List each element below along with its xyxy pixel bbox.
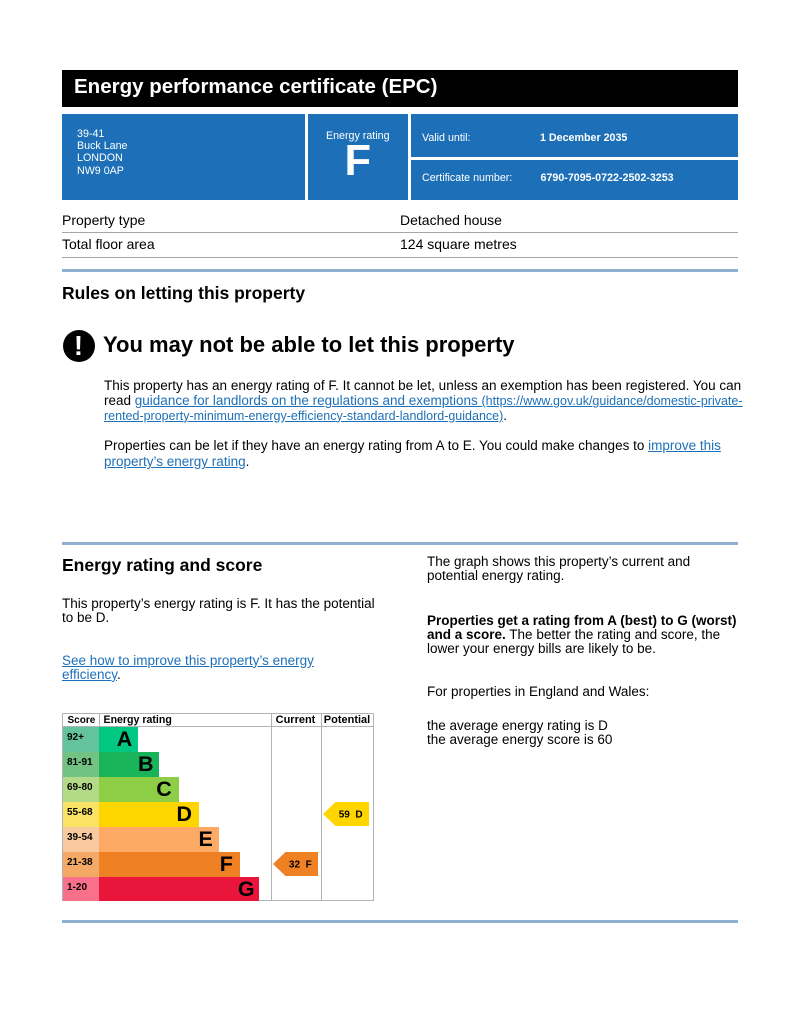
- svg-text:32 F: 32 F: [288, 859, 311, 870]
- svg-text:59 D: 59 D: [338, 809, 362, 820]
